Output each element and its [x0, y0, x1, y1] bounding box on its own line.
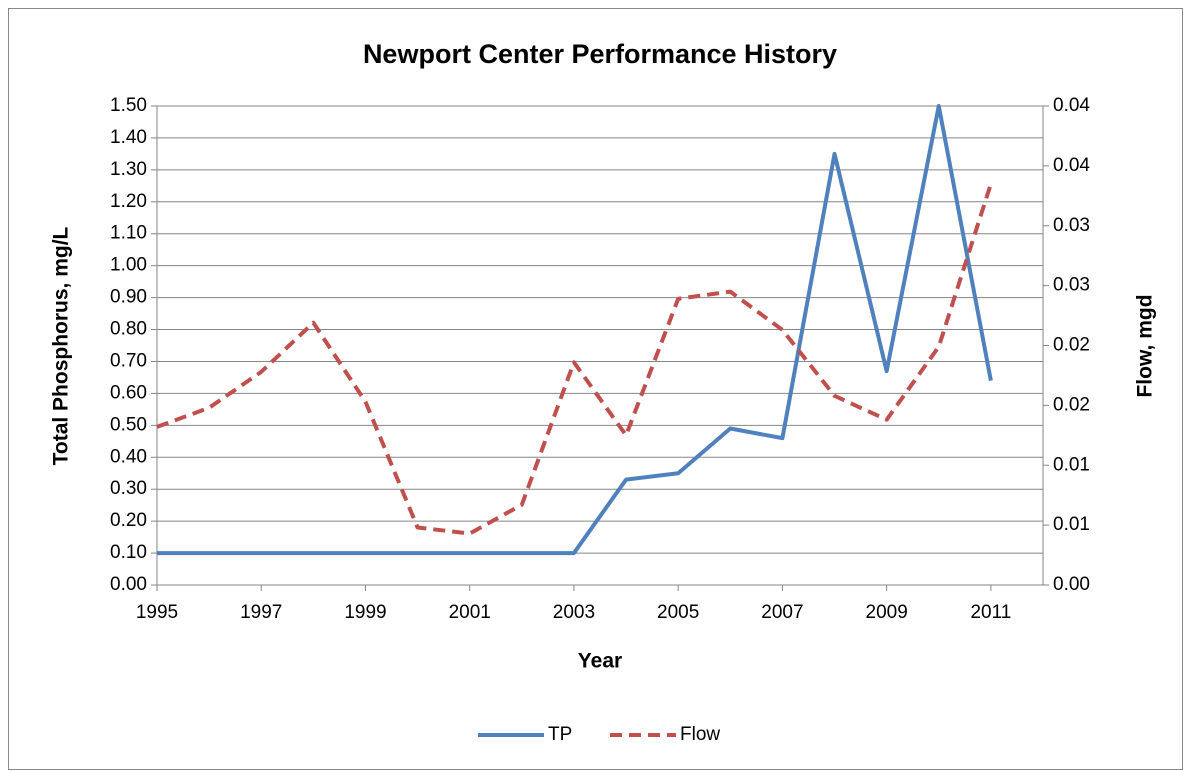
y2-tick-label: 0.01: [1053, 514, 1090, 535]
y-axis-label: Total Phosphorus, mg/L: [50, 226, 73, 465]
series-line: [156, 183, 993, 536]
y2-tick-label: 0.03: [1053, 215, 1090, 236]
x-tick-label: 2003: [553, 602, 595, 623]
x-tick-label: 1997: [240, 602, 282, 623]
x-tick-label: 2001: [449, 602, 491, 623]
chart-border: [8, 8, 1183, 770]
y-tick-label: 0.30: [110, 478, 147, 499]
y-tick-label: 0.80: [110, 319, 147, 340]
y-tick-label: 0.60: [110, 382, 147, 403]
y-tick-label: 0.90: [110, 287, 147, 308]
y-tick-label: 1.00: [110, 255, 147, 276]
y-tick-label: 0.10: [110, 542, 147, 563]
y-tick-label: 1.30: [110, 159, 147, 180]
y2-tick-label: 0.04: [1053, 155, 1090, 176]
chart-title: Newport Center Performance History: [363, 39, 837, 69]
legend-label: TP: [548, 724, 572, 745]
y-tick-label: 1.10: [110, 223, 147, 244]
y-tick-label: 1.50: [110, 95, 147, 116]
y-tick-label: 0.50: [110, 414, 147, 435]
x-tick-label: 2007: [761, 602, 803, 623]
y2-tick-label: 0.02: [1053, 394, 1090, 415]
y-tick-label: 0.40: [110, 446, 147, 467]
x-tick-label: 1999: [344, 602, 386, 623]
x-tick-label: 1995: [136, 602, 178, 623]
y2-tick-label: 0.00: [1053, 574, 1090, 595]
y-tick-label: 1.20: [110, 191, 147, 212]
y-tick-label: 0.00: [110, 574, 147, 595]
y2-tick-label: 0.01: [1053, 454, 1090, 475]
x-axis-label: Year: [578, 650, 622, 673]
y-tick-label: 1.40: [110, 127, 147, 148]
y2-tick-label: 0.04: [1053, 95, 1090, 116]
legend-label: Flow: [680, 724, 720, 745]
y2-tick-label: 0.02: [1053, 335, 1090, 356]
x-tick-label: 2005: [657, 602, 699, 623]
y-tick-label: 0.20: [110, 510, 147, 531]
y2-axis-label: Flow, mgd: [1134, 294, 1157, 397]
y2-tick-label: 0.03: [1053, 275, 1090, 296]
x-tick-label: 2009: [866, 602, 908, 623]
y-tick-label: 0.70: [110, 350, 147, 371]
series-line: [157, 104, 993, 556]
x-tick-label: 2011: [970, 602, 1011, 623]
